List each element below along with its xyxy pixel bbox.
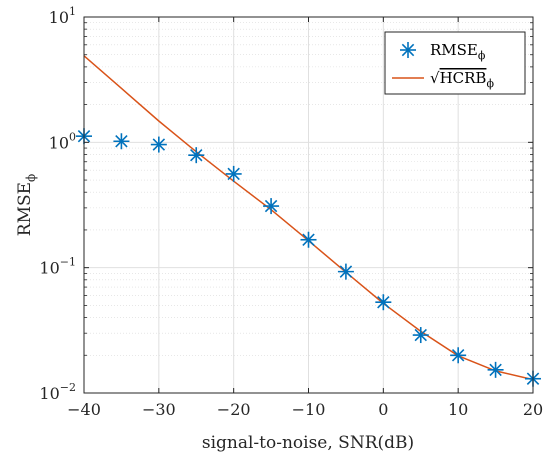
rmse-marker [412, 327, 429, 344]
asterisk-stroke [302, 233, 315, 246]
rmse-marker [263, 198, 280, 215]
asterisk-stroke [115, 135, 128, 148]
y-tick-label-exponent: −2 [60, 381, 76, 394]
y-tick-label-base: 10 [49, 133, 69, 152]
y-tick-label: 100 [49, 130, 76, 152]
legend-marker-rmse [400, 42, 416, 58]
asterisk-stroke [152, 138, 166, 151]
legend: RMSEϕ √HCRBϕ [384, 31, 526, 95]
axis-ticks [83, 16, 534, 394]
rmse-marker [487, 361, 504, 378]
asterisk-stroke [190, 148, 203, 162]
y-tick-label-exponent: −1 [60, 256, 76, 269]
y-tick-label: 10−1 [39, 256, 76, 278]
legend-label-hcrb-sqrt: √ [430, 69, 440, 87]
legend-label-hcrb: √HCRBϕ [430, 69, 494, 90]
legend-label-hcrb-text: HCRB [440, 69, 487, 87]
y-tick-label: 10−2 [39, 381, 76, 403]
x-tick-label: −40 [67, 400, 101, 419]
x-axis-label: signal-to-noise, SNR(dB) [202, 433, 414, 453]
rmse-marker [337, 263, 354, 280]
legend-asterisk [400, 42, 416, 58]
rmse-marker [113, 133, 130, 150]
y-tick-label-base: 10 [39, 259, 59, 278]
asterisk-stroke [264, 199, 278, 213]
rmse-marker [300, 231, 317, 248]
rmse-marker [225, 165, 242, 182]
x-tick-label: 10 [448, 400, 468, 419]
y-tick-label-exponent: 1 [69, 5, 76, 18]
rmse-marker [188, 147, 205, 164]
asterisk-stroke [377, 296, 390, 309]
asterisk-stroke [401, 43, 415, 57]
x-tick-labels: −40 −30 −20 −10 0 10 20 [67, 400, 543, 419]
x-tick-label: −20 [217, 400, 251, 419]
asterisk-stroke [414, 328, 427, 342]
rmse-marker [450, 347, 467, 364]
legend-label-rmse: RMSEϕ [430, 41, 486, 62]
y-tick-label-exponent: 0 [69, 130, 76, 143]
asterisk-stroke [489, 363, 502, 377]
asterisk-stroke [227, 167, 240, 181]
x-tick-label: −10 [292, 400, 326, 419]
x-tick-label: 0 [378, 400, 388, 419]
asterisk-stroke [339, 265, 353, 278]
y-axis-label: RMSEϕ [15, 174, 38, 236]
y-tick-label-base: 10 [39, 384, 59, 403]
y-axis-label-subscript: ϕ [24, 174, 38, 182]
rmse-marker [150, 136, 167, 153]
y-tick-label: 101 [49, 5, 76, 27]
y-tick-label-base: 10 [49, 8, 69, 27]
legend-label-hcrb-subscript: ϕ [486, 77, 494, 90]
x-tick-label: −30 [142, 400, 176, 419]
x-tick-label: 20 [523, 400, 543, 419]
asterisk-stroke [451, 349, 465, 362]
rmse-marker [375, 294, 392, 311]
series-layer [76, 55, 541, 387]
legend-label-rmse-subscript: ϕ [478, 49, 486, 62]
